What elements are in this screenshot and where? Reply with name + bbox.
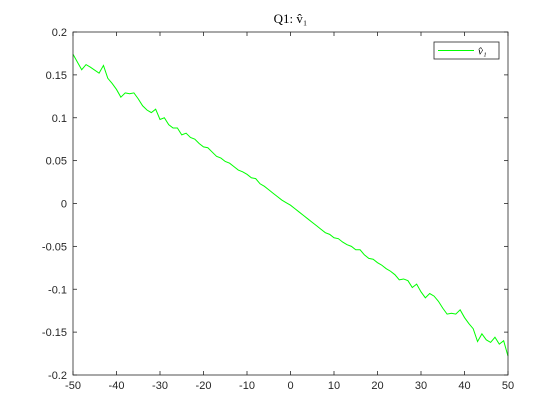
- y-tick-label: 0.2: [52, 27, 67, 39]
- y-tick-label: 0.15: [46, 70, 67, 82]
- y-tick-label: -0.2: [48, 370, 67, 382]
- y-tick-label: -0.1: [48, 284, 67, 296]
- x-tick-label: -30: [152, 380, 168, 392]
- x-tick-label: -10: [239, 380, 255, 392]
- data-layer: [72, 54, 509, 357]
- x-tick-label: -50: [65, 380, 81, 392]
- y-tick-label: 0: [61, 199, 67, 211]
- y-tick-label: 0.05: [46, 156, 67, 168]
- x-tick-label: -20: [196, 380, 212, 392]
- x-tick-label: 20: [371, 380, 383, 392]
- axes-layer: -50 -40 -30 -20 -10 0 10 20 30 40 50 0.2 0.15 0.1 0.05…: [42, 27, 514, 392]
- x-tick-label: 0: [287, 380, 293, 392]
- x-tick-label: 30: [415, 380, 427, 392]
- x-tick-label: 40: [458, 380, 470, 392]
- y-tick-label: 0.1: [52, 113, 67, 125]
- legend-label: v̂₁: [478, 46, 487, 58]
- y-tick-label: -0.15: [42, 327, 67, 339]
- x-tick-label: -40: [109, 380, 125, 392]
- chart-title: Q1: v̂₁: [274, 11, 308, 26]
- x-tick-label: 50: [502, 380, 514, 392]
- series-line-0: [72, 54, 509, 357]
- x-tick-label: 10: [328, 380, 340, 392]
- legend: v̂₁: [433, 41, 500, 60]
- plot-background: [73, 32, 508, 375]
- y-tick-label: -0.05: [42, 241, 67, 253]
